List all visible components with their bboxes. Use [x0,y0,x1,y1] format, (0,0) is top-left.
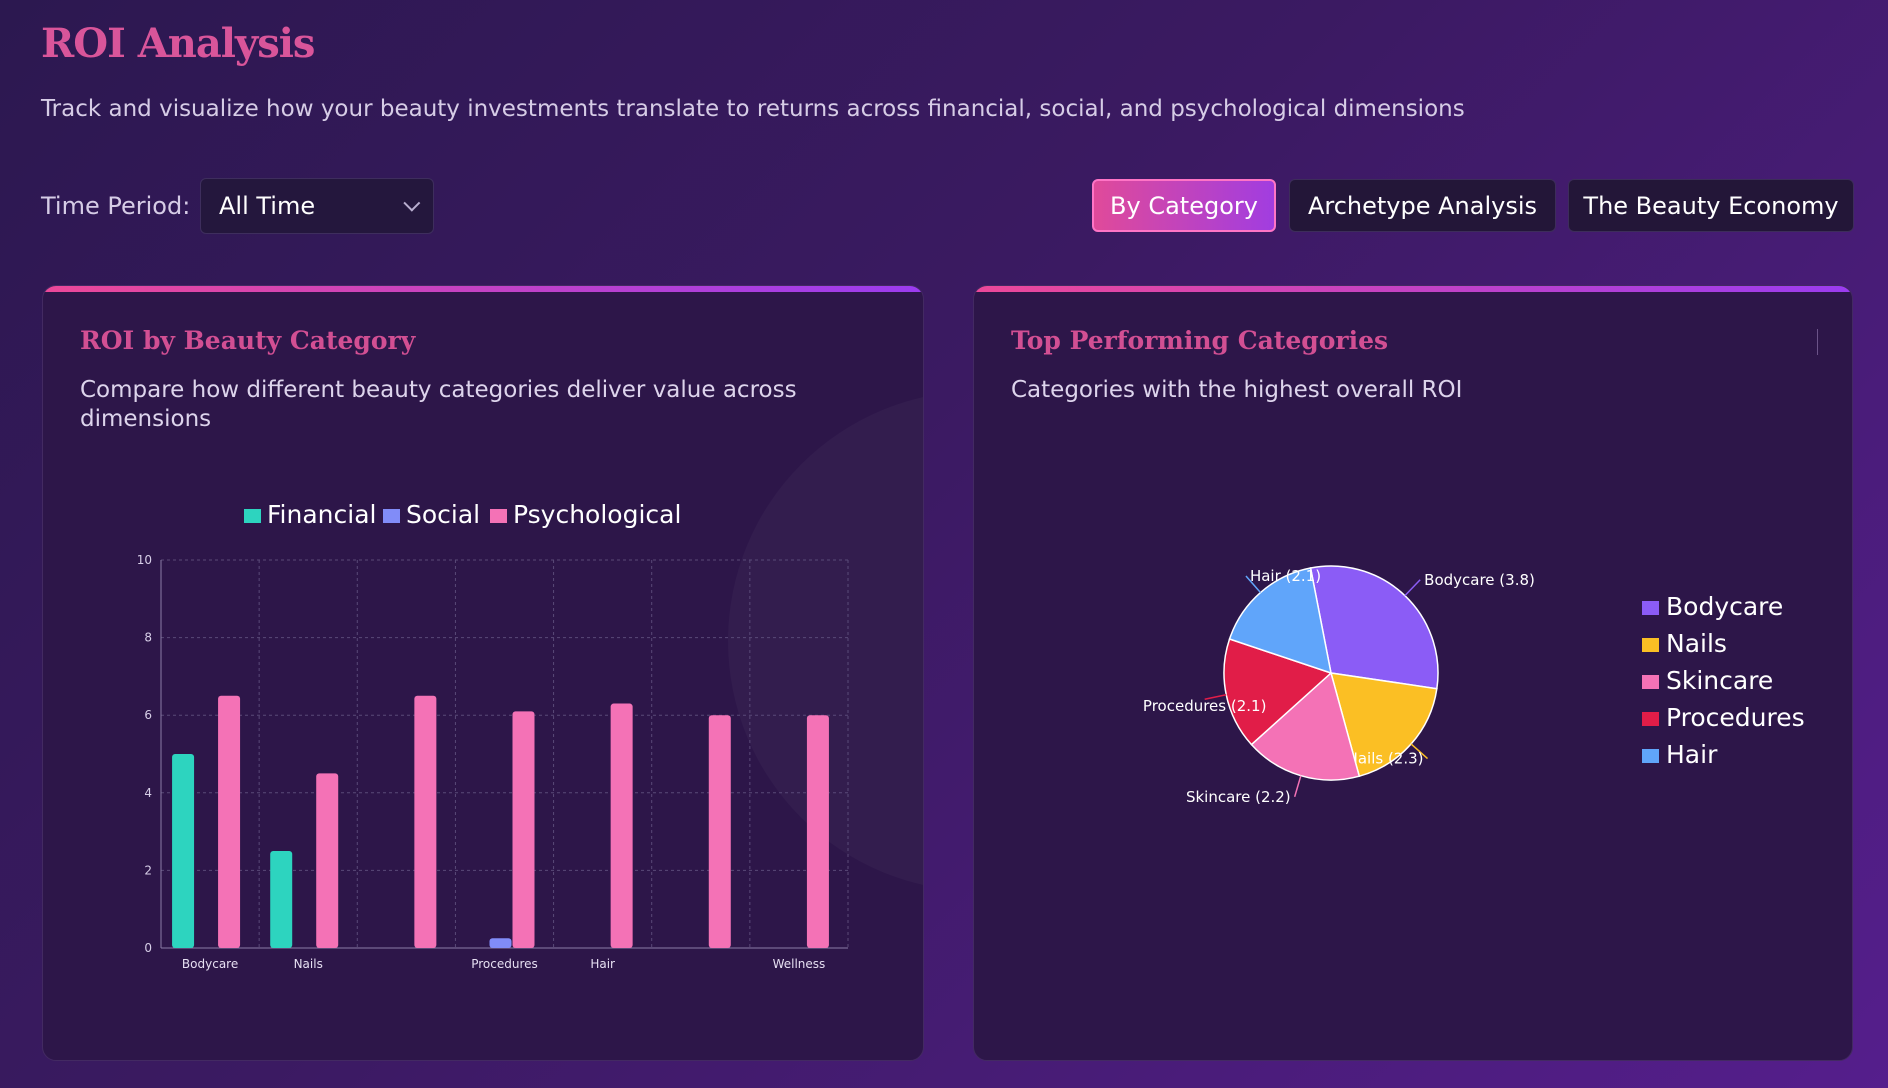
card-accent-bar [974,286,1852,292]
legend-label-social: Social [406,500,480,529]
pie-slice-label: Nails (2.3) [1347,750,1424,768]
roi-category-title: ROI by Beauty Category [80,326,416,355]
legend-label-financial: Financial [267,500,376,529]
pie-legend-swatch [1642,749,1659,763]
tab-by-category[interactable]: By Category [1092,179,1276,232]
y-tick-label: 8 [144,631,152,645]
card-accent-bar [43,286,923,292]
chevron-down-icon [403,194,421,212]
card-divider [1817,329,1818,355]
bar-financial-nails [270,851,293,948]
pie-leader-line [1293,775,1302,797]
tab-beauty-economy[interactable]: The Beauty Economy [1568,179,1854,232]
y-tick-label: 4 [144,786,152,800]
pie-slice-skincare [1250,671,1361,781]
bar-social-procedures [489,938,512,948]
top-categories-description: Categories with the highest overall ROI [1011,377,1463,403]
bar-psychological-wellness [806,715,829,948]
bar-psychological-makeup [708,715,731,948]
pie-legend-swatch [1642,712,1659,726]
x-tick-label: Wellness [773,957,826,971]
pie-slice-label: Skincare (2.2) [1186,788,1291,806]
bar-psychological-hair [610,703,633,948]
y-tick-label: 0 [144,941,152,955]
x-tick-label: Hair [590,957,615,971]
time-period-label: Time Period: [41,192,191,220]
bar-psychological-nails [316,773,339,948]
page-subtitle: Track and visualize how your beauty inve… [41,96,1465,122]
roi-category-description: Compare how different beauty categories … [80,377,797,432]
bar-psychological-bodycare [218,695,241,948]
legend-label-psychological: Psychological [513,500,681,529]
y-tick-label: 2 [144,863,152,877]
time-period-select[interactable]: All Time [200,178,434,234]
pie-legend-label: Procedures [1666,703,1805,732]
pie-slice-bodycare [1309,565,1439,690]
y-tick-label: 10 [137,553,152,567]
bar-psychological-procedures [512,711,535,948]
pie-legend-label: Hair [1666,740,1718,769]
time-period-value: All Time [219,192,316,220]
pie-legend-swatch [1642,675,1659,689]
page-title: ROI Analysis [41,20,315,67]
bar-financial-bodycare [172,754,195,948]
pie-legend-swatch [1642,601,1659,615]
pie-slice-label: Hair (2.1) [1250,567,1321,585]
top-categories-card: Top Performing Categories Categories wit… [973,285,1853,1061]
pie-slice-label: Bodycare (3.8) [1424,571,1535,589]
pie-leader-line [1404,579,1421,597]
roi-category-card: ROI by Beauty Category Compare how diffe… [42,285,924,1061]
top-categories-pie-chart: Bodycare (3.8) Nails (2.3) Skincare (2.2) P… [1143,565,1805,806]
pie-slice-nails [1329,672,1438,778]
top-categories-title: Top Performing Categories [1011,326,1389,355]
tab-archetype-analysis[interactable]: Archetype Analysis [1289,179,1556,232]
pie-leader-line [1204,694,1227,700]
pie-leader-line [1245,575,1262,594]
pie-leader-line [1410,743,1429,760]
pie-legend-label: Nails [1666,629,1727,658]
legend-swatch-social [383,509,400,523]
pie-slice-label: Procedures (2.1) [1143,697,1267,715]
bar-psychological-skincare [414,695,437,948]
pie-legend-swatch [1642,638,1659,652]
pie-legend-label: Bodycare [1666,592,1783,621]
y-tick-label: 6 [144,708,152,722]
x-tick-label: Nails [294,957,323,971]
pie-slice-procedures [1223,638,1333,746]
x-tick-label: Bodycare [182,957,238,971]
pie-legend-label: Skincare [1666,666,1773,695]
roi-bar-chart: Financial Social Psychological 0 2 4 6 8 10 Bodyc… [137,500,849,971]
x-tick-label: Procedures [471,957,538,971]
legend-swatch-financial [244,509,261,523]
legend-swatch-psychological [490,509,507,523]
